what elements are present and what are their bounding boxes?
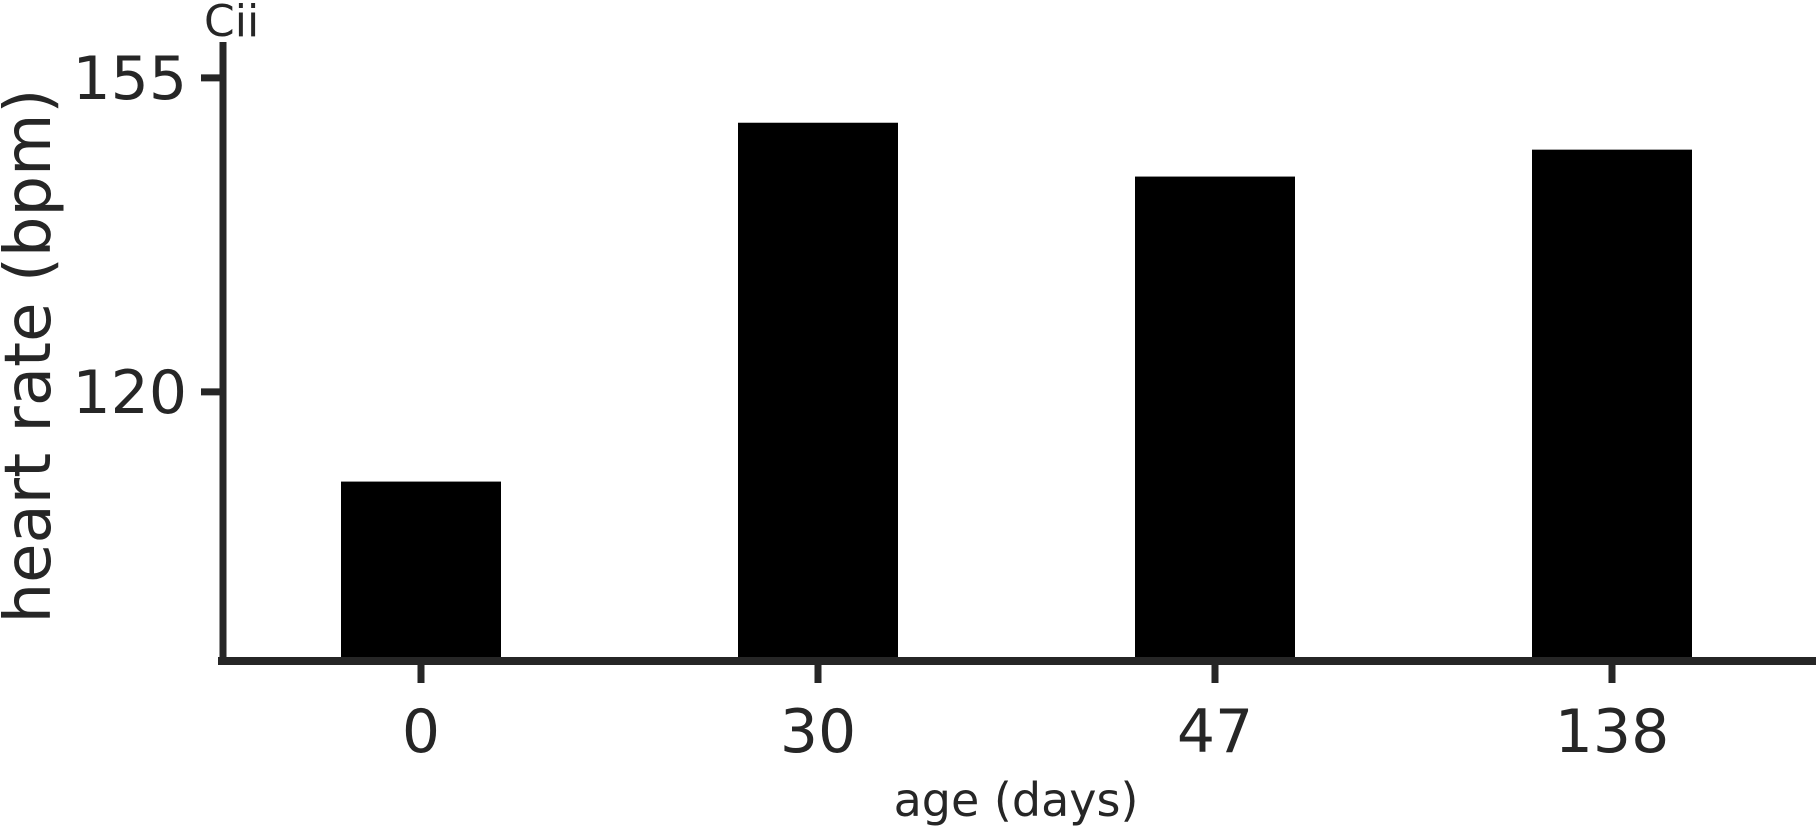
y-axis-title: heart rate (bpm): [0, 89, 66, 624]
y-ticks-group: 120 155: [72, 44, 223, 428]
bar-30: [738, 122, 898, 661]
x-tick-label-47: 47: [1177, 697, 1253, 767]
x-tick-label-30: 30: [780, 697, 856, 767]
bars-group: [341, 122, 1692, 662]
x-ticks-group: 0 30 47 138: [402, 661, 1669, 767]
x-tick-label-138: 138: [1555, 697, 1670, 767]
bar-47: [1135, 176, 1295, 661]
bar-0: [341, 481, 501, 661]
y-tick-label-155: 155: [72, 44, 187, 114]
x-tick-label-0: 0: [402, 697, 440, 767]
panel-label: Cii: [204, 0, 259, 47]
x-axis-title: age (days): [894, 773, 1139, 827]
y-tick-label-120: 120: [72, 358, 187, 428]
bar-138: [1532, 149, 1692, 662]
